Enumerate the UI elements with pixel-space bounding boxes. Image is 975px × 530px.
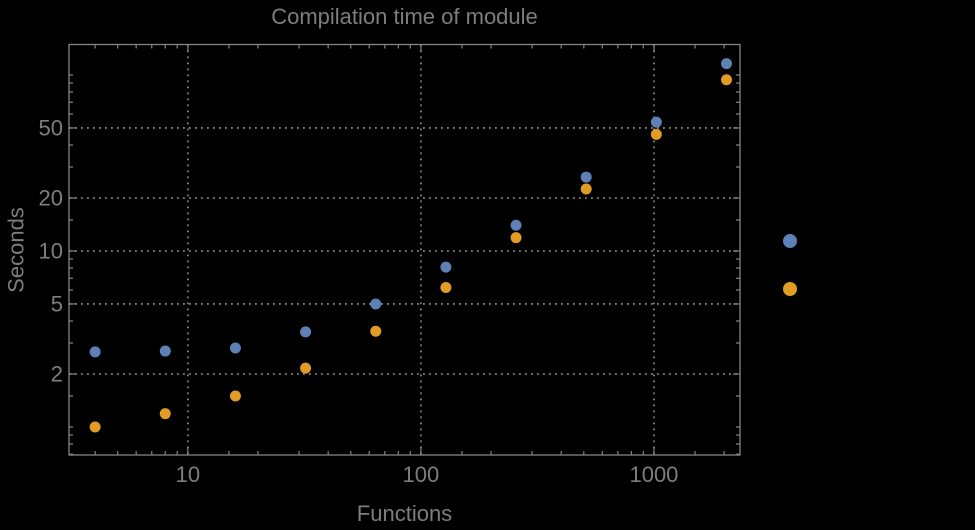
x-tick-label: 10 xyxy=(176,462,200,487)
plot-frame xyxy=(68,43,741,456)
data-point-series-orange xyxy=(580,183,592,195)
data-point-series-orange xyxy=(440,282,452,294)
x-tick-label: 1000 xyxy=(629,462,678,487)
legend-marker-series-blue xyxy=(783,234,797,248)
x-axis-label: Functions xyxy=(357,501,452,525)
y-tick-label: 2 xyxy=(51,361,63,386)
data-point-series-orange xyxy=(650,128,662,140)
data-point-series-orange xyxy=(370,325,382,337)
legend-marker-series-orange xyxy=(783,282,797,296)
data-point-series-blue xyxy=(89,346,101,358)
chart-title: Compilation time of module xyxy=(271,4,538,29)
data-point-series-orange xyxy=(721,74,733,86)
y-axis-label: Seconds xyxy=(4,207,29,293)
data-point-series-orange xyxy=(510,232,522,244)
y-tick-label: 10 xyxy=(39,238,63,263)
data-point-series-orange xyxy=(229,390,241,402)
data-point-series-orange xyxy=(159,408,171,420)
data-point-series-blue xyxy=(370,298,382,310)
data-point-series-blue xyxy=(721,58,733,70)
data-point-series-orange xyxy=(89,421,101,433)
data-point-series-blue xyxy=(650,116,662,128)
data-point-series-blue xyxy=(510,219,522,231)
x-tick-label: 100 xyxy=(403,462,440,487)
data-point-series-blue xyxy=(159,345,171,357)
data-point-series-blue xyxy=(440,261,452,273)
data-point-series-blue xyxy=(229,342,241,354)
y-tick-label: 50 xyxy=(39,115,63,140)
data-point-series-orange xyxy=(300,362,312,374)
y-tick-label: 20 xyxy=(39,185,63,210)
data-point-series-blue xyxy=(580,171,592,183)
data-point-series-blue xyxy=(300,326,312,338)
y-tick-label: 5 xyxy=(51,291,63,316)
